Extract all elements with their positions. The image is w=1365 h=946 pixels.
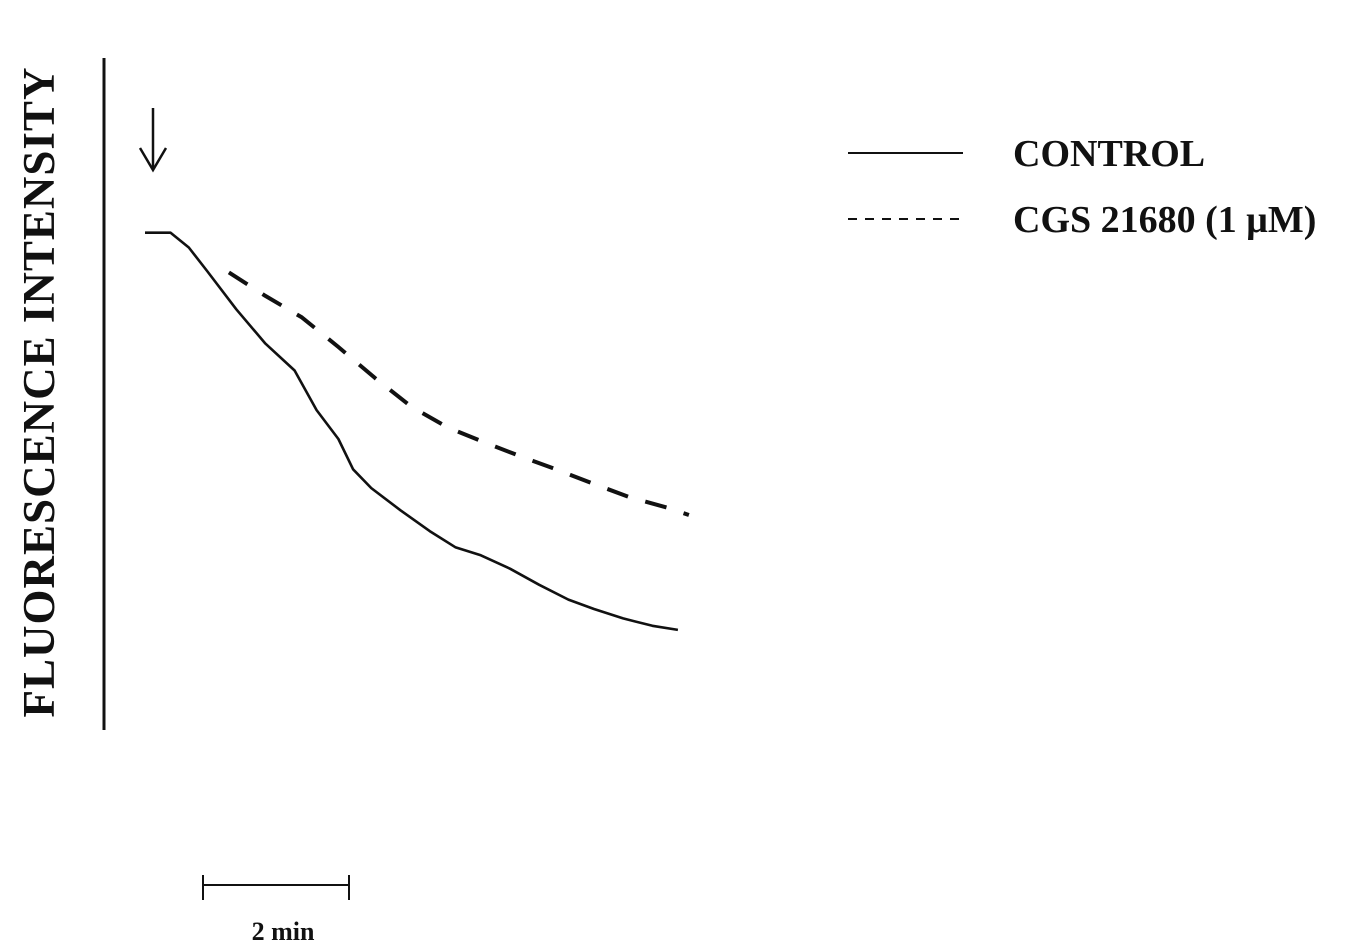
series-layer <box>145 231 690 632</box>
series-line-control <box>145 231 679 632</box>
y-axis-label: FLUORESCENCE INTENSITY <box>14 67 64 718</box>
addition-arrow-icon <box>138 108 168 173</box>
legend: CONTROL CGS 21680 (1 μM) <box>848 133 1316 241</box>
time-scale-bar: 2 min <box>202 875 350 946</box>
scale-bar-label: 2 min <box>252 917 315 946</box>
legend-label-cgs: CGS 21680 (1 μM) <box>1013 199 1316 241</box>
legend-label-control: CONTROL <box>1013 133 1205 175</box>
series-line-cgs <box>227 270 690 517</box>
